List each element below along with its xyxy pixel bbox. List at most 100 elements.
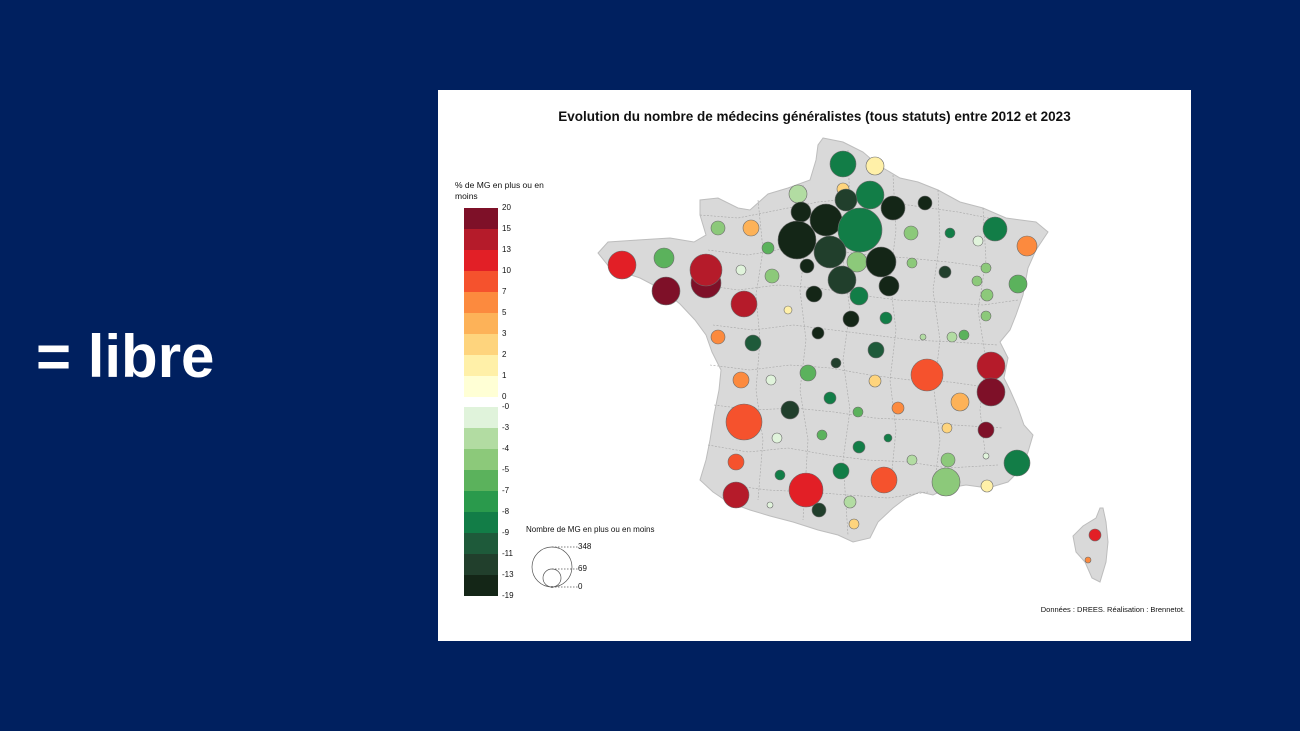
department-bubble [653,247,675,269]
legend-tick: -5 [502,465,510,474]
department-bubble [950,392,970,412]
legend-tick: -19 [502,591,514,600]
legend-swatch [464,376,498,397]
legend-swatch [464,491,498,512]
size-legend [531,546,578,588]
department-bubbles [607,150,1102,564]
size-legend-circle-large [531,546,573,588]
department-bubble [827,265,857,295]
legend-swatch [464,554,498,575]
department-bubble [976,377,1006,407]
department-bubble [725,403,763,441]
corsica [1072,507,1109,583]
department-bubble [944,227,956,239]
department-bubble [976,351,1006,381]
department-bubble [832,462,850,480]
legend-tick: 0 [502,392,507,401]
legend-swatch [464,313,498,334]
department-bubble [865,246,897,278]
legend-tick: 3 [502,329,507,338]
department-bubble [799,364,817,382]
legend-swatch [464,355,498,376]
legend-tick: -0 [502,402,510,411]
legend-swatch [464,229,498,250]
department-bubble [790,201,812,223]
legend-tick: 15 [502,224,511,233]
department-bubble [805,285,823,303]
legend-tick: -3 [502,423,510,432]
department-bubble [980,479,994,493]
department-bubble [903,225,919,241]
size-legend-value: 348 [578,542,592,551]
legend-tick: 20 [502,203,511,212]
department-bubble [809,203,843,237]
department-bubble [829,150,857,178]
legend-tick: -9 [502,528,510,537]
department-bubble [880,195,906,221]
legend-tick: -4 [502,444,510,453]
department-bubble [799,258,815,274]
department-bubble [946,331,958,343]
department-bubble [761,241,775,255]
department-bubble [1008,274,1028,294]
department-bubble [842,310,860,328]
department-bubble [837,207,883,253]
department-bubble [848,518,860,530]
department-bubble [774,469,786,481]
department-bubble [689,253,723,287]
department-bubble [788,472,824,508]
department-bubble [891,401,905,415]
color-legend-title: % de MG en plus ou en moins [455,180,544,201]
department-bubble [811,326,825,340]
department-bubble [972,235,984,247]
size-legend-value: 0 [578,582,583,591]
legend-tick: 10 [502,266,511,275]
department-bubble [780,400,800,420]
size-legend-circle-medium [542,568,562,588]
department-bubble [977,421,995,439]
department-bubble [867,341,885,359]
legend-tick: -8 [502,507,510,516]
department-bubble [971,275,983,287]
department-bubble [735,264,747,276]
department-bubble [852,406,864,418]
department-bubble [879,311,893,325]
legend-swatch [464,397,498,407]
size-legend-value: 69 [578,564,587,573]
department-bubble [941,422,953,434]
legend-swatch [464,407,498,428]
department-bubble [870,466,898,494]
legend-swatch [464,208,498,229]
department-bubble [982,452,990,460]
department-bubble [878,275,900,297]
department-bubble [855,180,885,210]
department-bubble [788,184,808,204]
legend-tick: 2 [502,350,507,359]
legend-tick: 13 [502,245,511,254]
slide-caption: = libre [36,323,215,390]
legend-tick: 5 [502,308,507,317]
department-bubble [980,310,992,322]
color-scale [464,208,498,596]
department-bubble [816,429,828,441]
department-bubble [742,219,760,237]
department-bubble [849,286,869,306]
legend-swatch [464,292,498,313]
legend-swatch [464,428,498,449]
department-bubble [1003,449,1031,477]
department-bubble [765,374,777,386]
department-bubble [865,156,885,176]
department-bubble [744,334,762,352]
department-bubble [958,329,970,341]
department-bubble [919,333,927,341]
department-bubble [917,195,933,211]
department-bubble [931,467,961,497]
legend-swatch [464,334,498,355]
legend-swatch [464,575,498,596]
legend-swatch [464,271,498,292]
department-bubble [982,216,1008,242]
department-bubble [1084,556,1092,564]
department-bubble [834,188,858,212]
source-credit: Données : DREES. Réalisation : Brennetot… [1040,605,1185,614]
department-bubble [607,250,637,280]
